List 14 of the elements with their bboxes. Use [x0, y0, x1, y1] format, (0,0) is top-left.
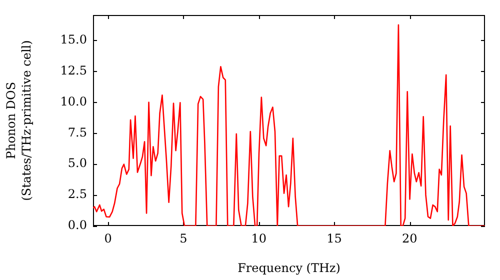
x-tick-label: 15: [326, 231, 342, 246]
x-tick-label: 5: [180, 231, 188, 246]
y-tick-label: 12.5: [60, 63, 87, 78]
y-tick-label: 15.0: [60, 32, 87, 46]
x-axis-title: Frequency (THz): [238, 260, 340, 275]
y-tick-label: 2.5: [68, 187, 87, 202]
y-tick-label: 0.0: [68, 218, 87, 232]
y-tick-label: 7.5: [68, 125, 87, 140]
x-tick-label: 10: [251, 231, 266, 246]
y-axis-title: Phonon DOS (States/THz·primitive cell): [4, 40, 34, 201]
y-tick-label: 5.0: [68, 156, 87, 170]
y-tick-label: 10.0: [60, 94, 87, 108]
x-tick-label: 20: [402, 231, 418, 246]
x-tick-label: 0: [104, 231, 112, 246]
